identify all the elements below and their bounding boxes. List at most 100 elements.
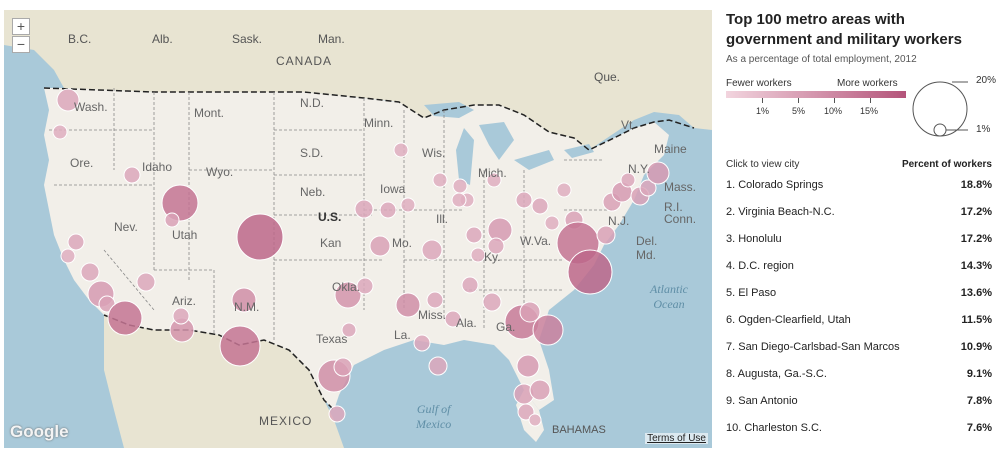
label-us: U.S.: [318, 210, 342, 224]
metro-bubble[interactable]: [172, 307, 190, 325]
state-mont: Mont.: [194, 106, 225, 120]
metro-bubble[interactable]: [328, 405, 346, 423]
metro-bubble[interactable]: [161, 184, 199, 222]
label-canada: CANADA: [276, 54, 333, 68]
metro-bubble[interactable]: [531, 197, 549, 215]
metro-bubble[interactable]: [393, 142, 409, 158]
metro-bubble[interactable]: [395, 292, 421, 318]
legend-size-circles: [912, 81, 968, 137]
zoom-out-button[interactable]: −: [12, 36, 30, 53]
metro-bubble[interactable]: [519, 301, 541, 323]
state-texas: Texas: [316, 332, 348, 346]
panel-subtitle: As a percentage of total employment, 201…: [726, 54, 917, 65]
city-row[interactable]: 5. El Paso 13.6%: [726, 283, 994, 310]
metro-bubble[interactable]: [639, 179, 657, 197]
metro-bubble[interactable]: [341, 322, 357, 338]
state-wyo: Wyo.: [206, 165, 234, 179]
metro-bubble[interactable]: [136, 272, 156, 292]
city-row[interactable]: 9. San Antonio 7.8%: [726, 391, 994, 418]
city-row[interactable]: 10. Charleston S.C. 7.6%: [726, 418, 994, 445]
city-row[interactable]: 6. Ogden-Clearfield, Utah 11.5%: [726, 310, 994, 337]
metro-bubble[interactable]: [379, 201, 397, 219]
metro-bubble[interactable]: [444, 310, 462, 328]
metro-bubble[interactable]: [356, 277, 374, 295]
metro-bubble[interactable]: [52, 124, 68, 140]
metro-bubble[interactable]: [620, 172, 636, 188]
legend-tick: [834, 98, 835, 103]
state-mo: Mo.: [392, 236, 413, 250]
legend-tick-label: 10%: [824, 106, 843, 116]
metro-bubble[interactable]: [334, 281, 362, 309]
metro-bubble[interactable]: [164, 212, 180, 228]
city-name: 1. Colorado Springs: [726, 179, 824, 191]
city-percent: 9.1%: [966, 368, 992, 380]
state-wis: Wis.: [422, 146, 446, 160]
metro-bubble[interactable]: [231, 287, 257, 313]
metro-bubble[interactable]: [236, 213, 284, 261]
metro-bubble[interactable]: [369, 235, 391, 257]
metro-bubble[interactable]: [486, 172, 502, 188]
metro-bubble[interactable]: [67, 233, 85, 251]
metro-bubble[interactable]: [487, 237, 505, 255]
legend-tick: [870, 98, 871, 103]
city-row[interactable]: 2. Virginia Beach-N.C. 17.2%: [726, 202, 994, 229]
metro-bubble[interactable]: [413, 334, 431, 352]
city-name: 8. Augusta, Ga.-S.C.: [726, 368, 827, 380]
metro-bubble[interactable]: [451, 192, 467, 208]
metro-bubble[interactable]: [421, 239, 443, 261]
metro-bubble[interactable]: [56, 88, 80, 112]
metro-bubble[interactable]: [333, 357, 353, 377]
state-del: Del.: [636, 234, 658, 248]
state-kan: Kan: [320, 236, 342, 250]
metro-bubble[interactable]: [107, 300, 143, 336]
city-row[interactable]: 3. Honolulu 17.2%: [726, 229, 994, 256]
metro-bubble[interactable]: [544, 215, 560, 231]
state-ny: N.Y.: [628, 162, 650, 176]
metro-bubble[interactable]: [452, 178, 468, 194]
terms-link[interactable]: Terms of Use: [645, 433, 708, 444]
metro-bubble[interactable]: [556, 182, 572, 198]
metro-bubble[interactable]: [354, 199, 374, 219]
city-percent: 14.3%: [960, 260, 992, 272]
metro-bubble[interactable]: [426, 291, 444, 309]
city-percent: 7.6%: [966, 422, 992, 434]
canada-land: [4, 10, 712, 150]
legend-more-label: More workers: [837, 78, 898, 89]
metro-bubble[interactable]: [400, 197, 416, 213]
metro-bubble[interactable]: [596, 225, 616, 245]
metro-bubble[interactable]: [428, 356, 448, 376]
metro-bubble[interactable]: [482, 292, 502, 312]
state-mich: Mich.: [478, 166, 507, 180]
city-row[interactable]: 1. Colorado Springs 18.8%: [726, 175, 994, 202]
map[interactable]: + − B.C. Alb. Sask. Man. Que. CANADA U.S…: [4, 10, 712, 448]
city-row[interactable]: 8. Augusta, Ga.-S.C. 9.1%: [726, 364, 994, 391]
metro-bubble[interactable]: [567, 249, 613, 295]
metro-bubble[interactable]: [432, 172, 448, 188]
metro-bubble[interactable]: [219, 325, 261, 367]
state-md: Md.: [636, 248, 657, 262]
state-la: La.: [394, 328, 411, 342]
metro-bubble[interactable]: [123, 166, 141, 184]
metro-bubble[interactable]: [60, 248, 76, 264]
zoom-in-button[interactable]: +: [12, 18, 30, 35]
metro-bubble[interactable]: [470, 247, 486, 263]
city-row[interactable]: 4. D.C. region 14.3%: [726, 256, 994, 283]
metro-bubble[interactable]: [461, 276, 479, 294]
state-ga: Ga.: [496, 320, 516, 334]
metro-bubble[interactable]: [528, 413, 542, 427]
state-ky: Ky.: [484, 250, 501, 264]
metro-bubble[interactable]: [532, 314, 564, 346]
metro-bubble[interactable]: [529, 379, 551, 401]
metro-bubble[interactable]: [80, 262, 100, 282]
metro-bubble[interactable]: [646, 161, 670, 185]
label-mexico: MEXICO: [259, 414, 313, 428]
metro-bubble[interactable]: [515, 191, 533, 209]
city-row[interactable]: 7. San Diego-Carlsbad-San Marcos 10.9%: [726, 337, 994, 364]
metro-bubble[interactable]: [487, 217, 513, 243]
metro-bubble[interactable]: [465, 226, 483, 244]
metro-bubble[interactable]: [516, 354, 540, 378]
legend-tick: [798, 98, 799, 103]
atlantic-ocean-label: Atlantic Ocean: [650, 282, 688, 311]
state-vt: Vt.: [621, 118, 636, 132]
legend-tick: [762, 98, 763, 103]
